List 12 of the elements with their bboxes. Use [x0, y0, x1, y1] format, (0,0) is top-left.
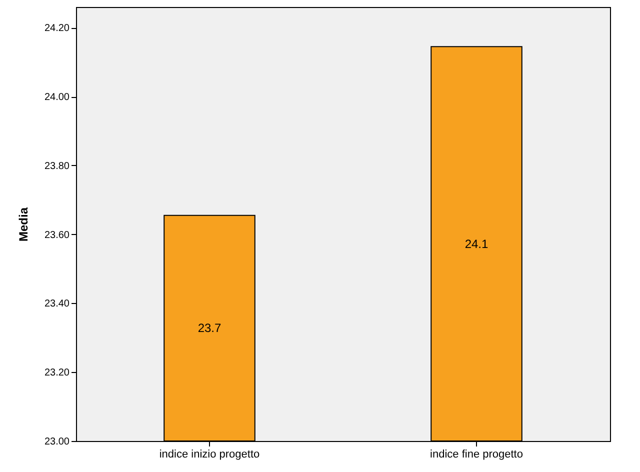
y-tick-label: 23.40 [44, 298, 70, 310]
y-tick-label: 24.20 [44, 23, 70, 34]
y-axis-title: Media [16, 207, 30, 242]
y-tick-label: 23.00 [44, 436, 70, 448]
y-tick-label: 23.20 [44, 368, 70, 379]
x-tick-label: indice fine progetto [430, 448, 523, 460]
y-tick-label: 23.60 [44, 230, 70, 241]
data-label: 24.1 [464, 236, 488, 251]
x-tick-label: indice inizio progetto [159, 448, 260, 460]
y-tick-label: 24.00 [44, 92, 70, 104]
data-label: 23.7 [198, 321, 222, 336]
y-tick-label: 23.80 [44, 160, 70, 172]
